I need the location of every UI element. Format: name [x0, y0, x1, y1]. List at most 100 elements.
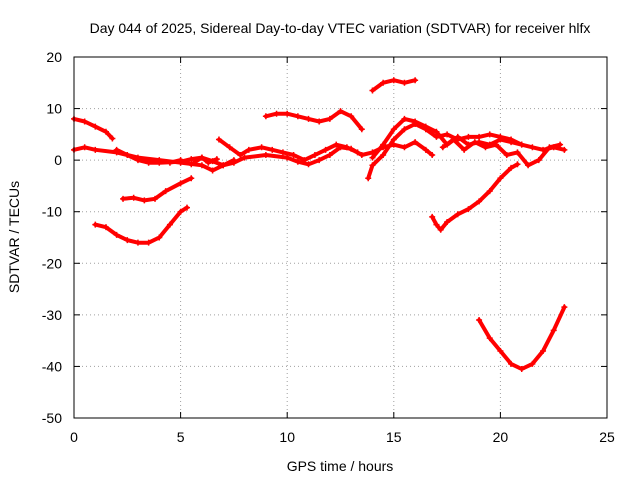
- y-tick-label: 10: [46, 101, 62, 117]
- data-point: [177, 180, 184, 187]
- data-point: [215, 136, 222, 143]
- data-point: [162, 188, 169, 195]
- data-point: [92, 221, 99, 228]
- data-point: [102, 128, 109, 135]
- data-point: [476, 133, 483, 140]
- data-point: [92, 123, 99, 130]
- data-point: [290, 151, 297, 158]
- data-point: [326, 151, 333, 158]
- data-point: [486, 335, 493, 342]
- data-point: [273, 110, 280, 117]
- data-point: [177, 208, 184, 215]
- data-point: [540, 347, 547, 354]
- data-point: [311, 151, 318, 158]
- x-tick-label: 5: [177, 429, 185, 445]
- data-point: [209, 167, 216, 174]
- data-point: [412, 77, 419, 84]
- data-point: [230, 157, 237, 164]
- series-line: [217, 137, 360, 163]
- data-point: [269, 146, 276, 153]
- data-point: [401, 79, 408, 86]
- data-point: [508, 139, 515, 146]
- data-point: [390, 77, 397, 84]
- plot-frame: [73, 56, 608, 419]
- data-point: [450, 136, 457, 143]
- data-point: [380, 141, 387, 148]
- data-point: [429, 213, 436, 220]
- data-point: [113, 146, 120, 153]
- data-point: [245, 146, 252, 153]
- data-point: [188, 156, 195, 163]
- y-axis-label: SDTVAR / TECUs: [6, 181, 22, 293]
- data-point: [226, 144, 233, 151]
- data-point: [237, 151, 244, 158]
- data-point: [390, 126, 397, 133]
- series-track-h: [262, 108, 365, 133]
- data-point: [412, 118, 419, 125]
- data-point: [134, 154, 141, 161]
- data-point: [439, 144, 446, 151]
- data-point: [518, 366, 525, 373]
- data-point: [518, 141, 525, 148]
- data-point: [134, 239, 141, 246]
- data-point: [258, 144, 265, 151]
- data-point: [166, 159, 173, 166]
- data-point: [358, 151, 365, 158]
- y-tick-label: -20: [42, 255, 62, 271]
- x-tick-label: 0: [70, 429, 78, 445]
- data-point: [461, 146, 468, 153]
- data-point: [561, 304, 568, 311]
- y-tick-label: 0: [54, 152, 62, 168]
- data-point: [390, 136, 397, 143]
- series-line: [72, 116, 115, 141]
- data-point: [166, 221, 173, 228]
- data-point: [213, 156, 220, 163]
- data-point: [316, 157, 323, 164]
- data-point: [476, 198, 483, 205]
- data-point: [279, 149, 286, 156]
- data-point: [322, 146, 329, 153]
- data-point: [454, 133, 461, 140]
- data-point: [535, 157, 542, 164]
- x-axis-label: GPS time / hours: [287, 458, 394, 474]
- data-point: [508, 360, 515, 367]
- data-point: [486, 131, 493, 138]
- data-point: [514, 149, 521, 156]
- data-point: [401, 126, 408, 133]
- data-point: [486, 188, 493, 195]
- data-point: [380, 79, 387, 86]
- series-track-d: [120, 175, 195, 204]
- tick-layer: 0 5 10 15 20 25 -50 -40 -30 -20 -10 0 10 20: [42, 49, 615, 445]
- data-point: [188, 161, 195, 168]
- data-point: [412, 139, 419, 146]
- data-point: [422, 123, 429, 130]
- series-line: [430, 162, 520, 232]
- data-point: [113, 231, 120, 238]
- data-point: [557, 141, 564, 148]
- data-point: [301, 157, 308, 164]
- data-point: [497, 347, 504, 354]
- data-point: [241, 154, 248, 161]
- y-tick-label: 20: [46, 49, 62, 65]
- data-point: [444, 219, 451, 226]
- data-point: [444, 131, 451, 138]
- data-point: [81, 118, 88, 125]
- data-point: [508, 164, 515, 171]
- data-point: [205, 159, 212, 166]
- series-track-i: [369, 77, 419, 94]
- data-point: [422, 146, 429, 153]
- data-point: [183, 204, 190, 211]
- series-track-g: [215, 136, 361, 164]
- data-point: [316, 118, 323, 125]
- series-line: [440, 137, 563, 168]
- data-point: [130, 194, 137, 201]
- data-point: [369, 87, 376, 94]
- y-tick-label: -10: [42, 204, 62, 220]
- data-point: [546, 144, 553, 151]
- data-point: [454, 211, 461, 218]
- data-point: [220, 162, 227, 169]
- chart-title: Day 044 of 2025, Sidereal Day-to-day VTE…: [90, 20, 591, 36]
- data-point: [358, 126, 365, 133]
- data-point: [177, 157, 184, 164]
